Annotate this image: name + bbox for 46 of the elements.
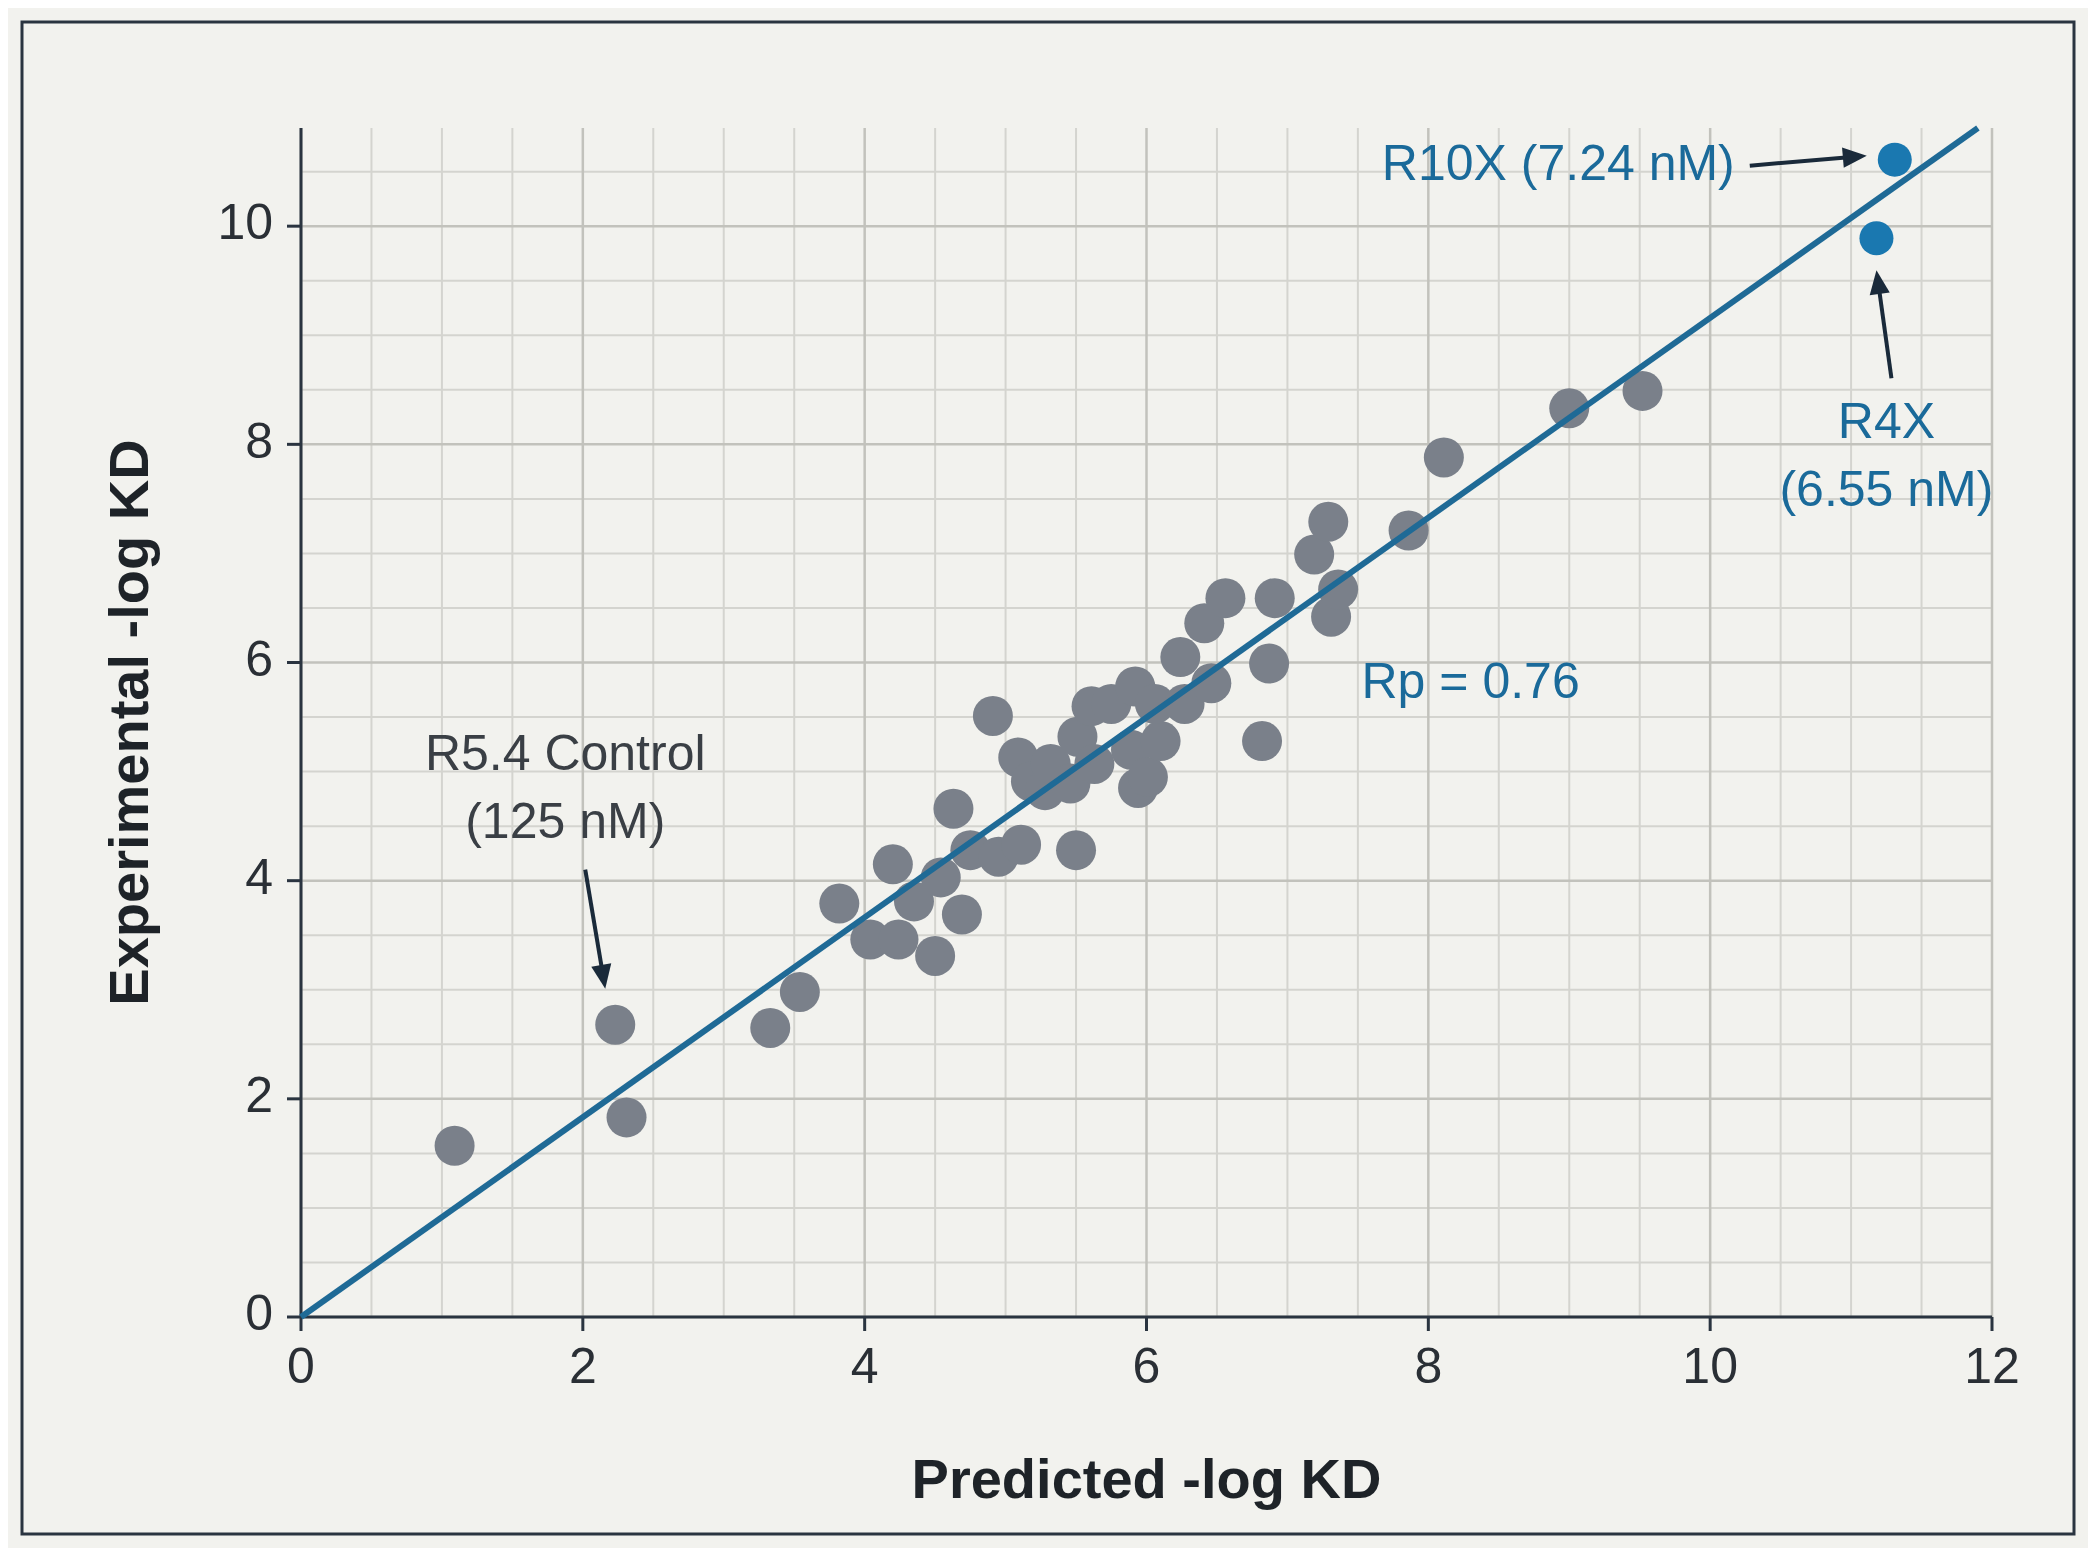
point	[1308, 501, 1349, 542]
y-tick-label: 10	[217, 194, 273, 251]
point	[972, 695, 1013, 736]
point	[1140, 721, 1181, 762]
annotation: R5.4 Control (125 nM)	[424, 724, 706, 849]
point	[819, 883, 860, 924]
point	[434, 1125, 475, 1166]
point	[1205, 578, 1246, 619]
point	[1056, 830, 1097, 871]
point	[1242, 721, 1283, 762]
point	[1249, 643, 1290, 684]
annotation: Rp = 0.76	[1361, 652, 1580, 709]
point	[1184, 603, 1225, 644]
y-axis-title: Experimental -log KD	[97, 439, 160, 1006]
point	[1001, 824, 1042, 865]
point	[872, 844, 913, 885]
point	[606, 1097, 647, 1138]
point	[1622, 370, 1663, 411]
point	[1877, 142, 1912, 177]
point	[933, 788, 974, 829]
annotation: R10X (7.24 nM)	[1381, 134, 1735, 191]
point	[1294, 534, 1335, 575]
point	[1859, 221, 1894, 256]
point	[941, 894, 982, 935]
point	[1127, 757, 1168, 798]
x-tick-label: 0	[287, 1338, 315, 1394]
y-tick-label: 2	[245, 1067, 273, 1124]
point	[595, 1004, 636, 1045]
y-tick-label: 4	[245, 848, 273, 905]
point	[779, 971, 820, 1012]
y-tick-label: 6	[245, 630, 273, 687]
point	[915, 935, 956, 976]
y-tick-label: 8	[245, 412, 273, 469]
x-tick-label: 8	[1414, 1338, 1443, 1394]
annotation: R4X (6.55 nM)	[1779, 393, 1994, 518]
x-tick-label: 12	[1964, 1338, 2020, 1394]
point	[1254, 578, 1295, 619]
x-tick-label: 4	[850, 1338, 879, 1394]
point	[1160, 637, 1201, 678]
point	[750, 1007, 791, 1048]
x-tick-label: 6	[1132, 1338, 1161, 1394]
point	[1423, 437, 1464, 478]
x-tick-label: 10	[1682, 1338, 1738, 1394]
x-tick-label: 2	[568, 1338, 597, 1394]
y-tick-label: 0	[245, 1285, 273, 1342]
x-axis-title: Predicted -log KD	[911, 1447, 1382, 1510]
